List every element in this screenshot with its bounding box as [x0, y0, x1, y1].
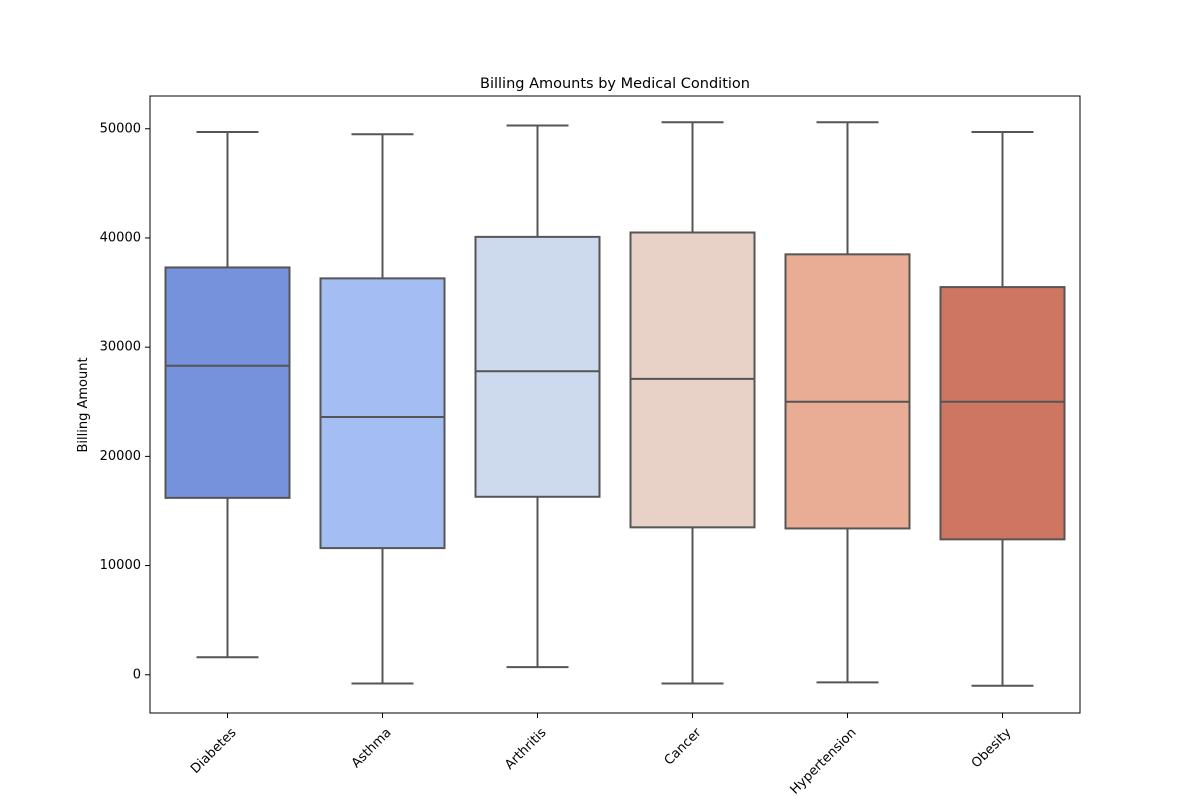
box-obesity — [939, 286, 1066, 541]
y-axis-label: Billing Amount — [76, 357, 91, 452]
box-diabetes — [164, 266, 291, 499]
y-tick-label-20000: 20000 — [100, 449, 141, 464]
y-tick-label-10000: 10000 — [100, 558, 141, 573]
plot-area: Diabetes Asthma Arthritis Cancer Hypertensio… — [100, 121, 1066, 798]
x-tick-label-asthma: Asthma — [349, 725, 395, 771]
y-tick-label-30000: 30000 — [100, 340, 141, 355]
x-tick-label-diabetes: Diabetes — [188, 725, 240, 777]
box-group-hypertension — [784, 121, 911, 684]
axes-frame — [149, 95, 1081, 714]
box-group-cancer — [629, 121, 756, 685]
box-group-arthritis — [474, 124, 601, 669]
box-group-diabetes — [164, 131, 291, 659]
x-tick-label-obesity: Obesity — [969, 725, 1015, 771]
box-arthritis — [474, 235, 601, 498]
y-tick-label-0: 0 — [133, 667, 141, 682]
y-tick-label-50000: 50000 — [100, 121, 141, 136]
chart-title: Billing Amounts by Medical Condition — [480, 76, 750, 92]
box-asthma — [319, 277, 446, 550]
box-group-obesity — [939, 131, 1066, 687]
x-tick-label-arthritis: Arthritis — [502, 725, 550, 773]
box-cancer — [629, 231, 756, 529]
x-tick-label-cancer: Cancer — [662, 725, 705, 768]
y-tick-label-40000: 40000 — [100, 230, 141, 245]
box-hypertension — [784, 253, 911, 530]
box-group-asthma — [319, 133, 446, 685]
x-tick-label-hypertension: Hypertension — [787, 725, 859, 797]
